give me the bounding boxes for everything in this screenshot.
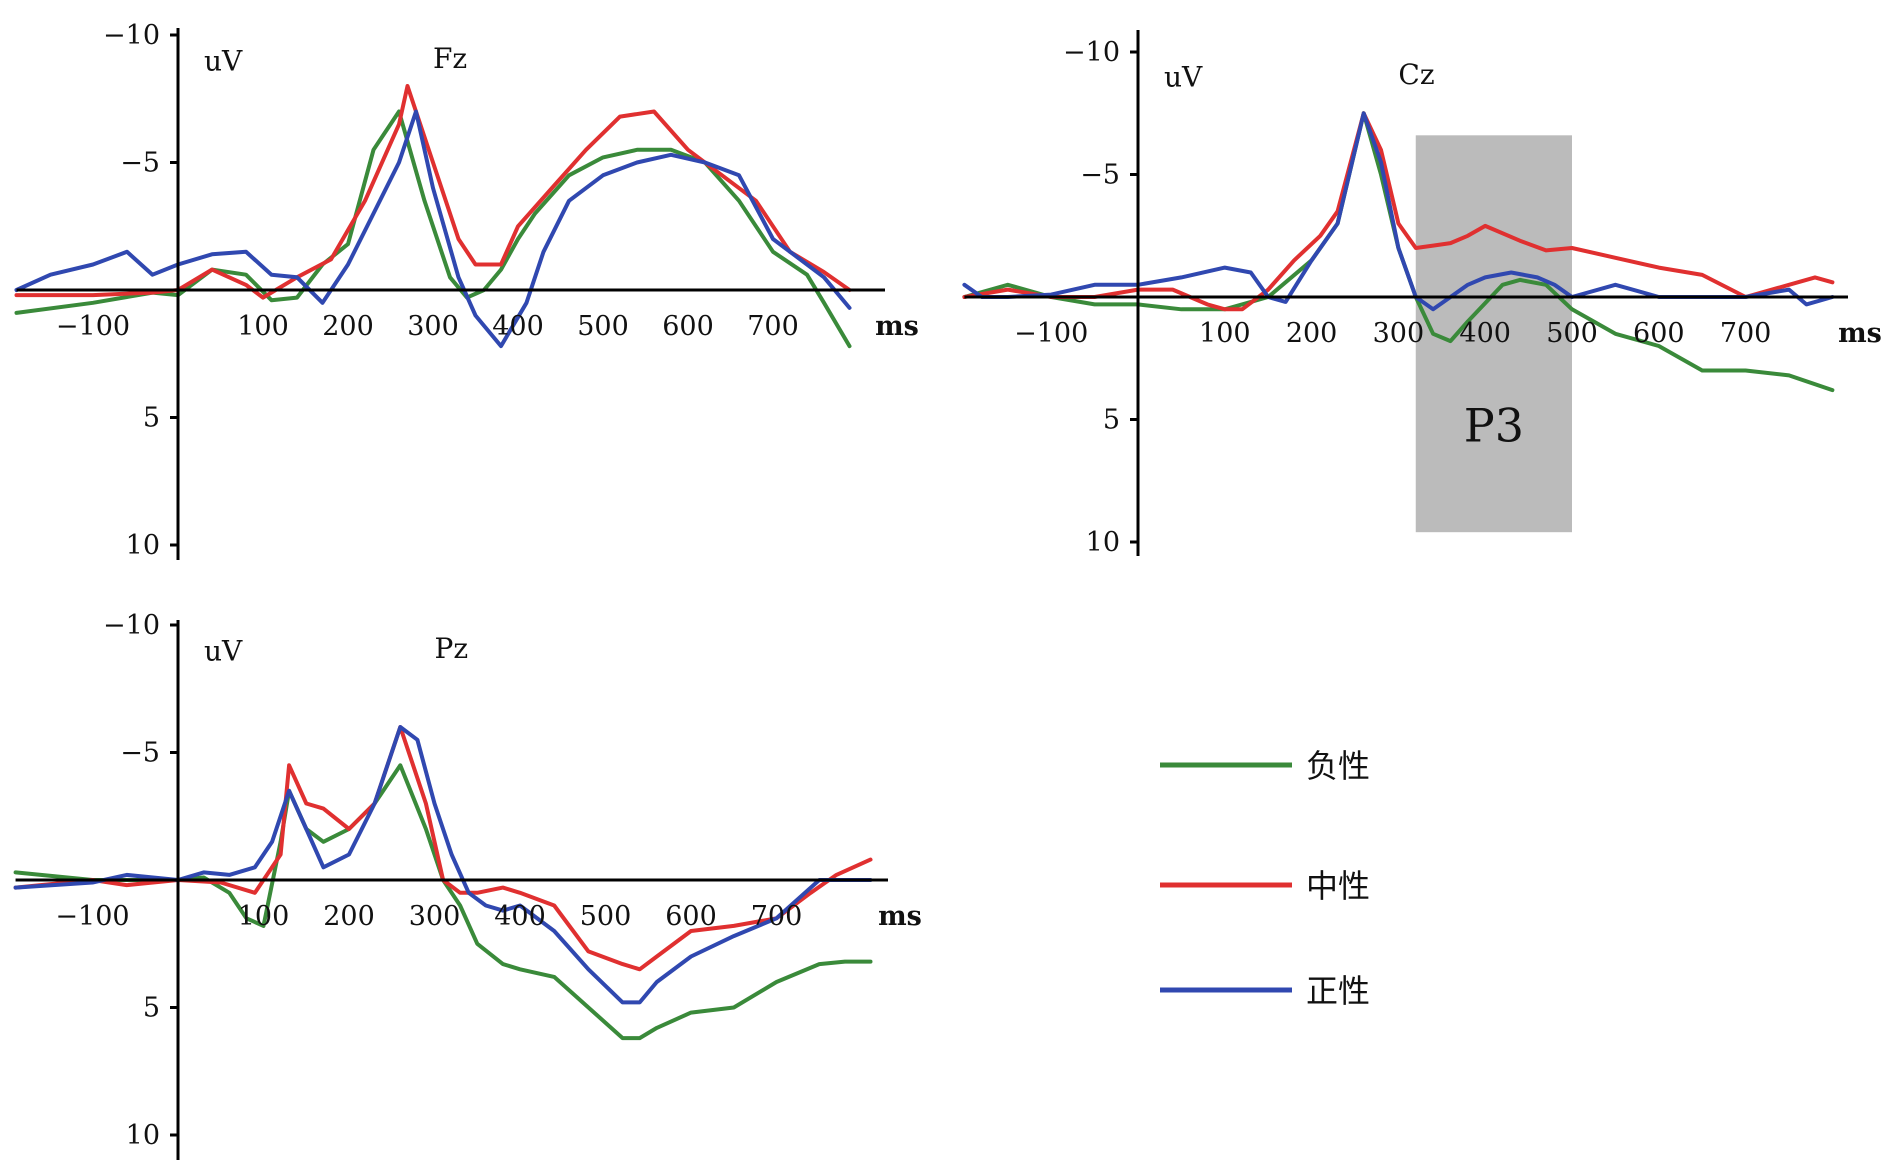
y-tick-label: 10 (1086, 527, 1120, 558)
y-unit-label: uV (1164, 60, 1203, 93)
x-tick-label: 200 (323, 901, 375, 932)
chart-title: Cz (1398, 58, 1434, 91)
x-tick-label: 300 (407, 311, 459, 342)
chart-title: Pz (435, 632, 469, 665)
x-tick-label: −100 (55, 901, 129, 932)
legend-item-positive: 正性 (1160, 972, 1370, 1010)
legend-label: 中性 (1306, 867, 1370, 905)
y-tick-label: −5 (120, 738, 160, 769)
x-tick-label: 600 (662, 311, 714, 342)
x-tick-label: 200 (1286, 318, 1338, 349)
x-tick-group: −100 100 200 300 400 500 600 700 (56, 311, 799, 342)
chart-panel-pz: −10 −5 5 10 −100 100 200 300 400 500 600… (13, 610, 922, 1160)
legend-label: 正性 (1306, 972, 1370, 1010)
y-unit-label: uV (204, 45, 243, 78)
y-tick-label: 10 (126, 530, 160, 561)
x-tick-label: 500 (577, 311, 629, 342)
legend: 负性 中性 正性 (1160, 747, 1370, 1010)
erp-trace-neutral (14, 84, 852, 300)
x-tick-label: −100 (1014, 318, 1088, 349)
y-tick-group: −10 −5 5 10 (1063, 37, 1138, 558)
y-tick-label: 5 (143, 403, 160, 434)
chart-title: Fz (433, 42, 467, 75)
x-tick-group: −100 100 200 300 400 500 600 700 (1014, 318, 1771, 349)
chart-panel-fz: −10 −5 5 10 −100 100 200 300 400 500 600… (14, 20, 919, 561)
x-tick-label: 500 (1546, 318, 1598, 349)
erp-trace-positive (13, 725, 873, 1005)
y-tick-label: 5 (143, 993, 160, 1024)
chart-panel-cz: −10 −5 5 10 −100 100 200 300 400 500 600… (962, 30, 1882, 558)
x-tick-label: 100 (1199, 318, 1251, 349)
y-tick-label: −5 (120, 148, 160, 179)
x-tick-label: 700 (751, 901, 803, 932)
y-tick-label: −10 (103, 20, 160, 51)
y-tick-label: −10 (1063, 37, 1120, 68)
x-unit-label: ms (878, 901, 922, 932)
erp-trace-neutral (962, 111, 1835, 312)
x-tick-label: 700 (747, 311, 799, 342)
p3-annotation-label: P3 (1464, 399, 1524, 453)
y-unit-label: uV (204, 635, 243, 668)
x-tick-label: 300 (1373, 318, 1425, 349)
x-tick-label: 600 (1633, 318, 1685, 349)
y-tick-group: −10 −5 5 10 (103, 610, 178, 1151)
y-tick-label: −10 (103, 610, 160, 641)
x-tick-label: 400 (492, 311, 544, 342)
legend-item-neutral: 中性 (1160, 867, 1370, 905)
trace-group (13, 725, 873, 1041)
x-tick-group: −100 100 200 300 400 500 600 700 (55, 901, 802, 932)
y-tick-label: 5 (1103, 405, 1120, 436)
p3-shaded-window (1415, 135, 1572, 533)
erp-trace-negative (13, 763, 873, 1041)
x-tick-label: 200 (322, 311, 374, 342)
x-tick-label: 300 (409, 901, 461, 932)
x-tick-label: 100 (238, 901, 290, 932)
x-tick-label: −100 (56, 311, 130, 342)
x-unit-label: ms (875, 311, 919, 342)
y-tick-label: −5 (1080, 160, 1120, 191)
legend-item-negative: 负性 (1160, 747, 1370, 785)
x-tick-label: 400 (1459, 318, 1511, 349)
y-tick-label: 10 (126, 1120, 160, 1151)
x-tick-label: 600 (665, 901, 717, 932)
y-tick-group: −10 −5 5 10 (103, 20, 178, 561)
erp-trace-neutral (13, 725, 873, 972)
x-tick-label: 500 (580, 901, 632, 932)
x-unit-label: ms (1838, 318, 1882, 349)
legend-label: 负性 (1306, 747, 1370, 785)
x-tick-label: 400 (494, 901, 546, 932)
trace-group (14, 84, 852, 349)
x-tick-label: 100 (237, 311, 289, 342)
erp-trace-positive (962, 111, 1835, 312)
x-tick-label: 700 (1720, 318, 1772, 349)
